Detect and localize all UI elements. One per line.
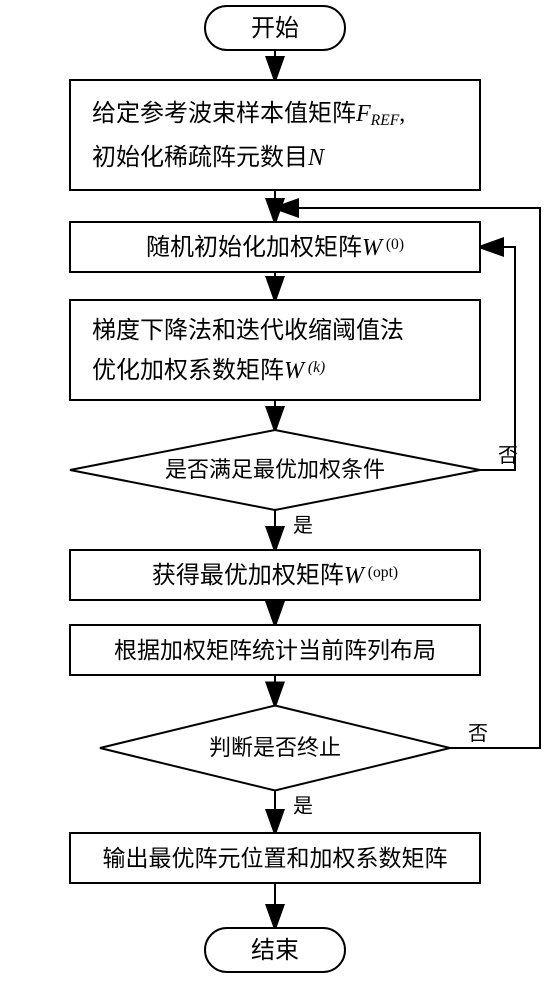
end-label: 结束 bbox=[251, 937, 299, 964]
n6-label: 输出最优阵元位置和加权系数矩阵 bbox=[103, 846, 448, 871]
n3-label: 优化加权系数矩阵W (k) bbox=[92, 357, 325, 384]
n1 bbox=[70, 80, 480, 190]
n3-label: 梯度下降法和迭代收缩阈值法 bbox=[92, 317, 404, 344]
d1-label: 是否满足最优加权条件 bbox=[165, 457, 385, 482]
n1-label: 给定参考波束样本值矩阵FREF, bbox=[92, 100, 405, 129]
n5-label: 根据加权矩阵统计当前阵列布局 bbox=[114, 638, 436, 663]
start-label: 开始 bbox=[251, 15, 299, 42]
edge-label: 否 bbox=[498, 445, 518, 467]
d2-label: 判断是否终止 bbox=[209, 735, 341, 760]
n4-label: 获得最优加权矩阵W (opt) bbox=[152, 562, 398, 589]
edge-label: 是 bbox=[293, 515, 313, 537]
n1-label: 初始化稀疏阵元数目N bbox=[92, 144, 326, 171]
n3 bbox=[70, 300, 480, 400]
flowchart: 是是否否 开始给定参考波束样本值矩阵FREF,初始化稀疏阵元数目N随机初始化加权… bbox=[0, 0, 551, 1000]
edge-label: 是 bbox=[293, 796, 313, 818]
n2-label: 随机初始化加权矩阵W (0) bbox=[146, 234, 404, 261]
edge-label: 否 bbox=[468, 723, 488, 745]
edge-loop1 bbox=[480, 247, 515, 470]
